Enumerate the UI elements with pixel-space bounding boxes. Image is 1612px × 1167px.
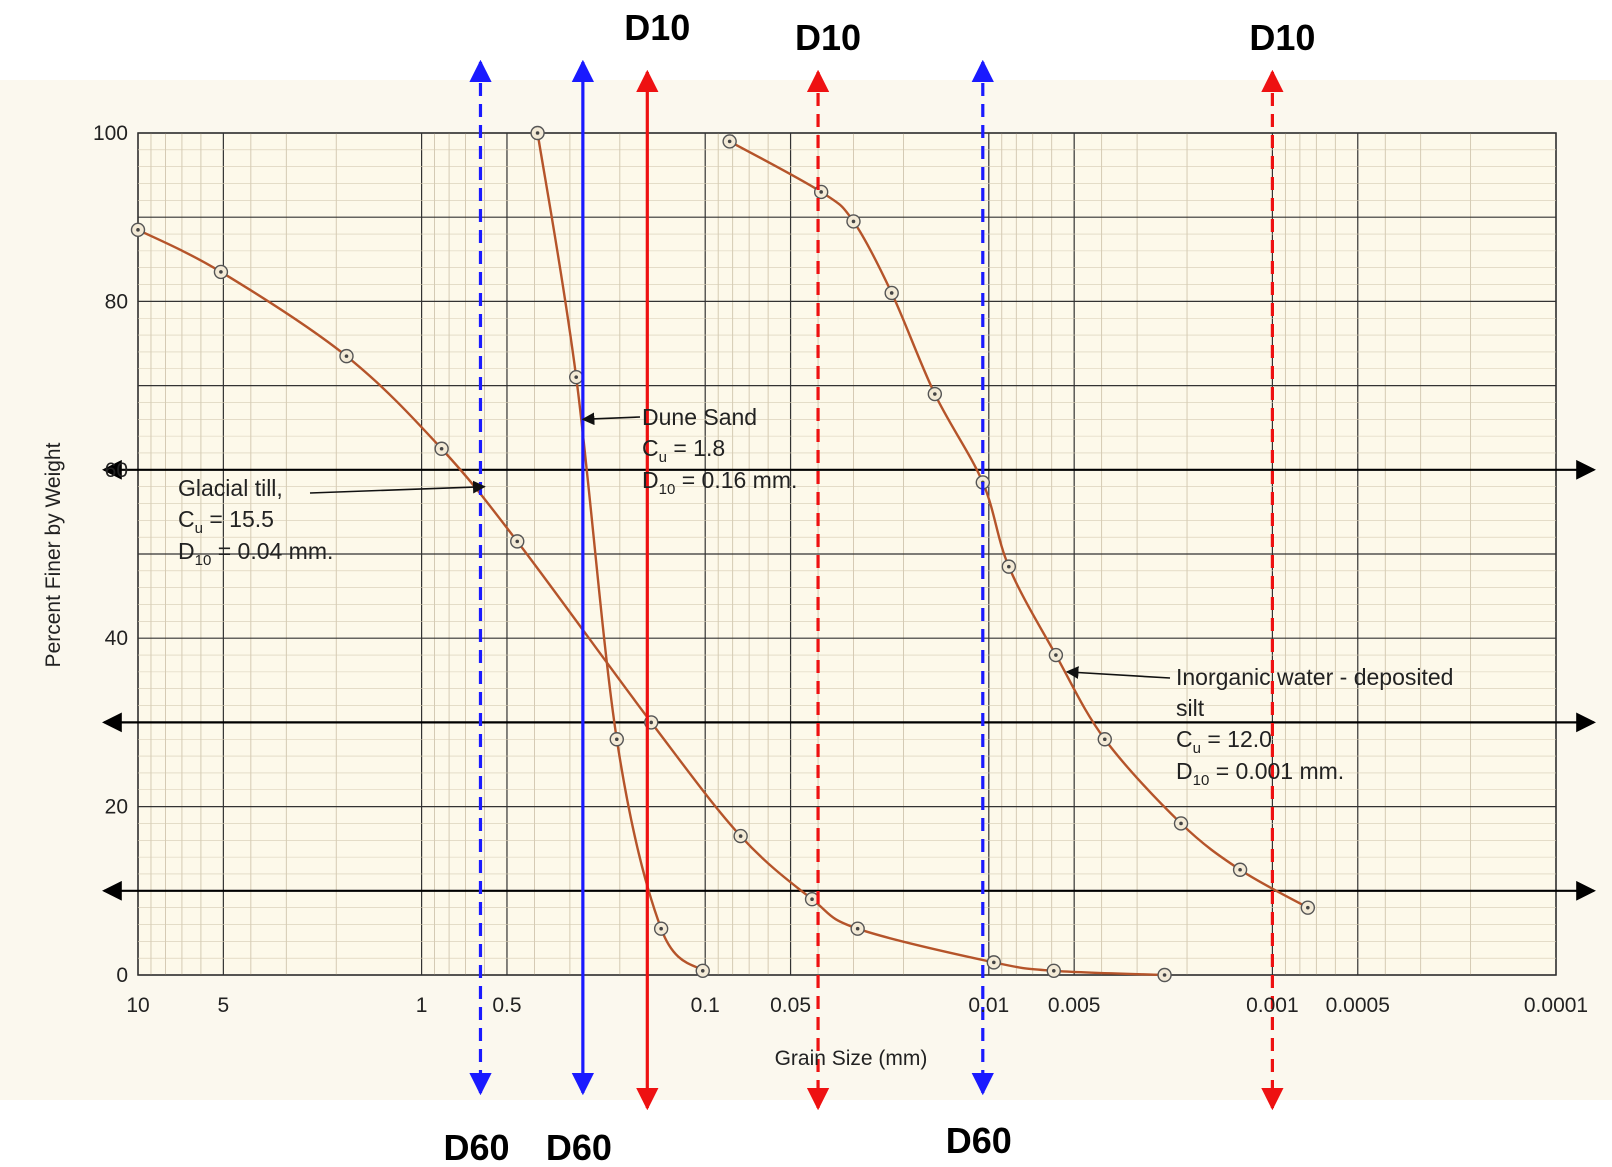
data-point-center bbox=[1238, 867, 1242, 872]
annotation-arrow bbox=[1065, 666, 1171, 679]
x-tick-label: 0.005 bbox=[1048, 994, 1101, 1017]
data-point-center bbox=[810, 897, 814, 902]
data-point-center bbox=[1051, 968, 1056, 973]
x-tick-label: 0.001 bbox=[1246, 994, 1299, 1017]
y-tick-label: 80 bbox=[105, 290, 128, 313]
x-tick-label: 1 bbox=[416, 994, 428, 1017]
d10-label: D10 bbox=[624, 7, 690, 48]
annotation-d10: D10 = 0.001 mm. bbox=[1176, 758, 1344, 789]
d60-label: D60 bbox=[443, 1127, 509, 1167]
y-tick-label: 20 bbox=[105, 796, 128, 819]
x-tick-label: 10 bbox=[126, 994, 149, 1017]
vertical-reference-lines: D60 D60 D10 D10 D60 D10 bbox=[443, 7, 1315, 1167]
d10-label: D10 bbox=[1249, 17, 1315, 58]
annotation-title: Inorganic water - deposited bbox=[1176, 664, 1453, 690]
annotation-cu: Cu = 15.5 bbox=[178, 506, 274, 537]
data-point-center bbox=[219, 270, 223, 274]
y-tick-label: 100 bbox=[93, 122, 128, 145]
annotation-d10: D10 = 0.04 mm. bbox=[178, 538, 333, 569]
x-tick-label: 0.5 bbox=[492, 994, 521, 1017]
x-tick-label: 0.01 bbox=[968, 994, 1009, 1017]
x-tick-label: 0.1 bbox=[691, 994, 720, 1017]
data-point-center bbox=[1306, 905, 1310, 910]
data-point-center bbox=[614, 737, 619, 742]
data-point-center bbox=[136, 228, 140, 232]
data-point-center bbox=[727, 139, 732, 144]
data-point-center bbox=[574, 375, 579, 379]
data-point-center bbox=[889, 291, 894, 295]
data-point-center bbox=[344, 354, 349, 358]
x-tick-label: 0.05 bbox=[770, 994, 811, 1017]
annotation-cu: Cu = 1.8 bbox=[642, 435, 725, 466]
data-point-center bbox=[933, 392, 937, 396]
d10-label: D10 bbox=[795, 17, 861, 58]
data-point-center bbox=[659, 926, 663, 931]
annotation-title: Dune Sand bbox=[642, 404, 757, 430]
data-point-center bbox=[855, 926, 860, 931]
y-tick-label: 60 bbox=[105, 459, 128, 482]
data-point-center bbox=[535, 131, 540, 135]
axis-ticks: 10 5 1 0.5 0.1 0.05 0.01 0.005 0.001 0.0005 0.0001… bbox=[93, 122, 1588, 1017]
horizontal-reference-lines bbox=[102, 459, 1596, 901]
data-point-center bbox=[515, 539, 520, 544]
x-tick-label: 0.0005 bbox=[1326, 994, 1390, 1017]
x-tick-label: 5 bbox=[218, 994, 230, 1017]
annotation-d10: D10 = 0.16 mm. bbox=[642, 467, 797, 498]
d60-label: D60 bbox=[946, 1120, 1012, 1161]
x-axis-label: Grain Size (mm) bbox=[775, 1047, 928, 1070]
data-point-center bbox=[1054, 653, 1058, 657]
annotation-arrow bbox=[309, 480, 486, 494]
data-point-center bbox=[992, 960, 996, 965]
data-point-center bbox=[649, 720, 654, 725]
annotation-title: Glacial till, bbox=[178, 475, 283, 501]
d60-label: D60 bbox=[546, 1127, 612, 1167]
data-point-center bbox=[1102, 737, 1107, 742]
annotation-title-cont: silt bbox=[1176, 695, 1205, 721]
data-point-center bbox=[738, 834, 743, 838]
data-point-center bbox=[819, 190, 823, 194]
y-axis-label: Percent Finer by Weight bbox=[42, 442, 65, 667]
annotation-arrow bbox=[581, 412, 641, 426]
annotation-silt: Inorganic water - deposited silt Cu = 12.0… bbox=[1065, 664, 1453, 789]
data-point-center bbox=[439, 446, 444, 451]
data-point-center bbox=[1179, 821, 1183, 826]
data-point-center bbox=[1007, 564, 1011, 569]
x-tick-label: 0.0001 bbox=[1524, 994, 1588, 1017]
data-point-center bbox=[851, 219, 856, 224]
y-tick-label: 40 bbox=[105, 627, 128, 650]
data-point-center bbox=[700, 968, 705, 973]
annotation-cu: Cu = 12.0 bbox=[1176, 726, 1272, 757]
y-tick-label: 0 bbox=[116, 964, 128, 987]
data-point-center bbox=[1162, 973, 1167, 977]
